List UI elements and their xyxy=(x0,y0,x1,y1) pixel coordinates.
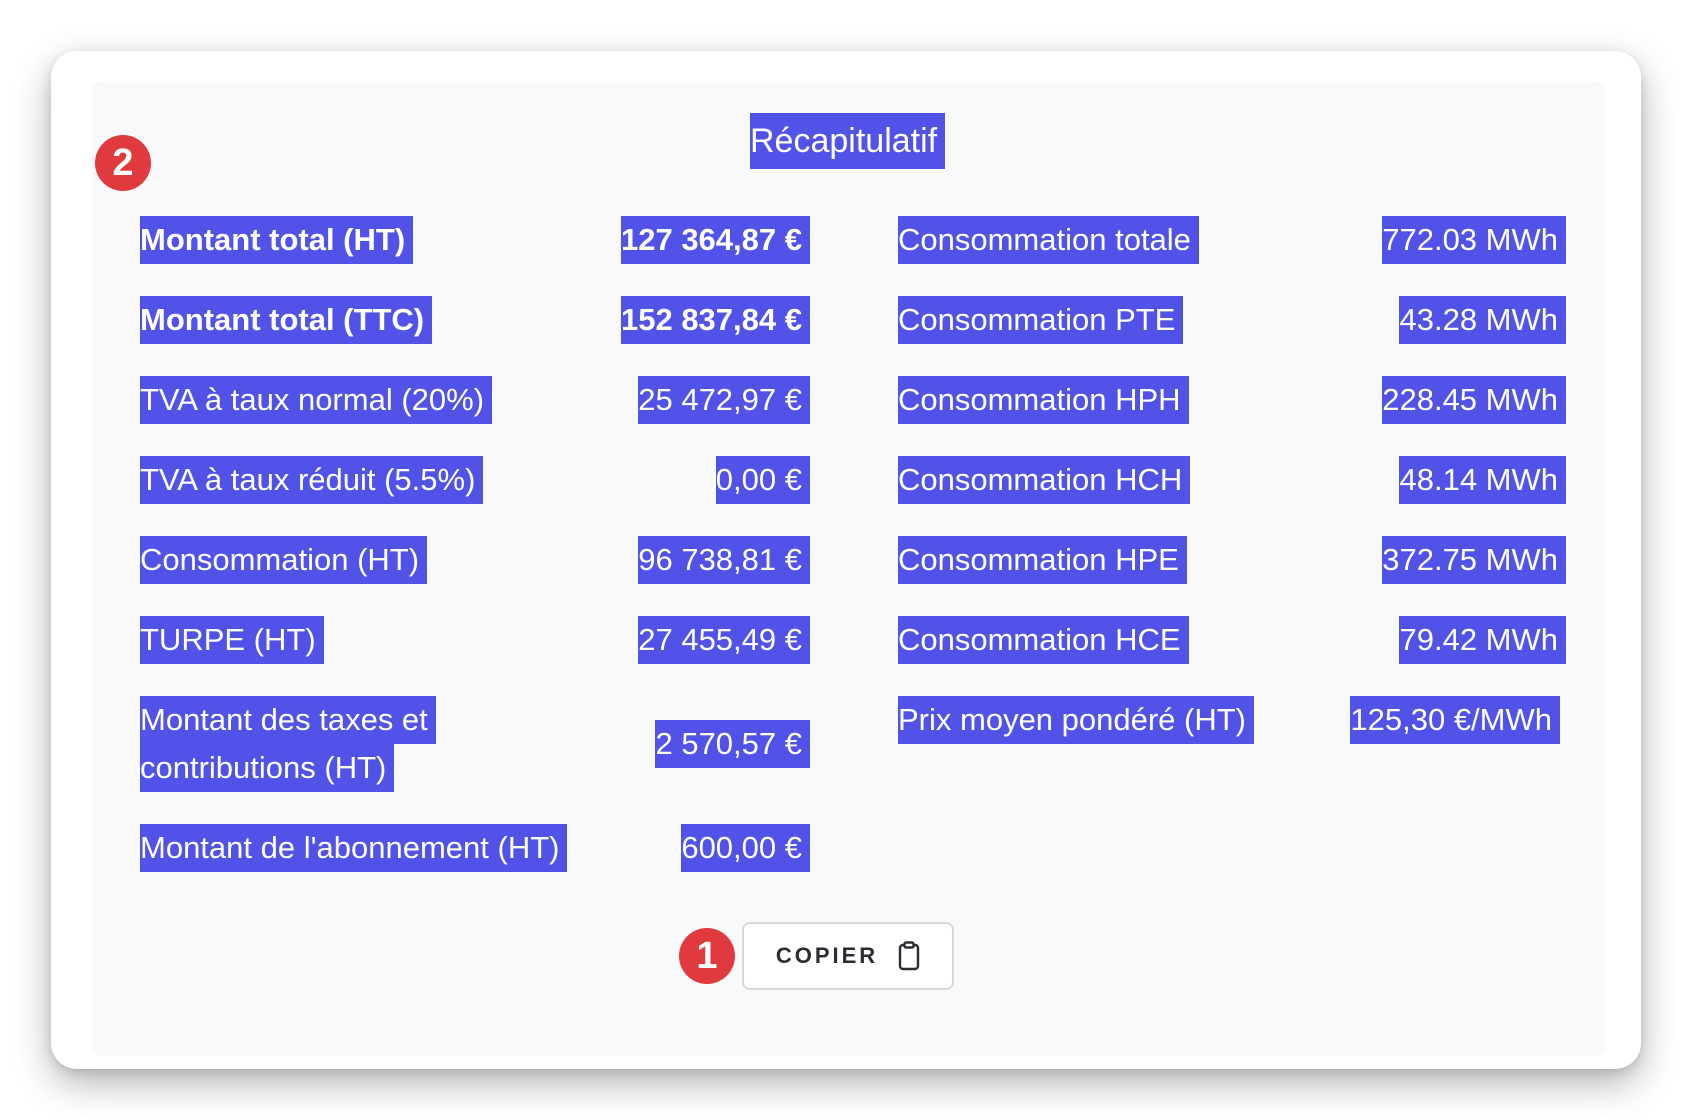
value-montant-total-ttc: 152 837,84 € xyxy=(620,296,810,344)
value-consommation-ht: 96 738,81 € xyxy=(638,536,810,584)
value-taxes-contributions: 2 570,57 € xyxy=(655,720,810,768)
copy-button[interactable]: COPIER xyxy=(742,922,954,990)
label-tva-reduit: TVA à taux réduit (5.5%) xyxy=(140,456,484,504)
label-montant-total-ttc: Montant total (TTC) xyxy=(140,296,433,344)
label-montant-total-ht: Montant total (HT) xyxy=(140,216,414,264)
clipboard-icon xyxy=(898,941,920,971)
label-taxes-line1: Montant des taxes et xyxy=(140,696,436,744)
value-tva-normal: 25 472,97 € xyxy=(638,376,810,424)
annotation-badge-2: 2 xyxy=(95,135,151,191)
value-consommation-totale: 772.03 MWh xyxy=(1382,216,1566,264)
value-prix-moyen: 125,30 €/MWh xyxy=(1350,696,1560,744)
label-consommation-hch: Consommation HCH xyxy=(898,456,1191,504)
value-tva-reduit: 0,00 € xyxy=(715,456,810,504)
summary-title: Récapitulatif xyxy=(750,113,946,169)
label-consommation-hpe: Consommation HPE xyxy=(898,536,1187,584)
value-consommation-pte: 43.28 MWh xyxy=(1399,296,1566,344)
value-consommation-hph: 228.45 MWh xyxy=(1382,376,1566,424)
label-abonnement-ht: Montant de l'abonnement (HT) xyxy=(140,824,568,872)
label-prix-moyen: Prix moyen pondéré (HT) xyxy=(898,696,1255,744)
label-tva-normal: TVA à taux normal (20%) xyxy=(140,376,493,424)
label-turpe-ht: TURPE (HT) xyxy=(140,616,324,664)
value-abonnement-ht: 600,00 € xyxy=(681,824,810,872)
label-taxes-line2: contributions (HT) xyxy=(140,744,395,792)
label-taxes-contributions: Montant des taxes et contributions (HT) xyxy=(140,696,436,792)
value-consommation-hch: 48.14 MWh xyxy=(1399,456,1566,504)
label-consommation-hce: Consommation HCE xyxy=(898,616,1189,664)
value-consommation-hce: 79.42 MWh xyxy=(1399,616,1566,664)
value-consommation-hpe: 372.75 MWh xyxy=(1382,536,1566,584)
label-consommation-hph: Consommation HPH xyxy=(898,376,1189,424)
label-consommation-totale: Consommation totale xyxy=(898,216,1199,264)
label-consommation-ht: Consommation (HT) xyxy=(140,536,428,584)
annotation-badge-1: 1 xyxy=(679,928,735,984)
value-turpe-ht: 27 455,49 € xyxy=(638,616,810,664)
copy-button-label: COPIER xyxy=(775,943,879,968)
label-consommation-pte: Consommation PTE xyxy=(898,296,1184,344)
value-montant-total-ht: 127 364,87 € xyxy=(620,216,810,264)
